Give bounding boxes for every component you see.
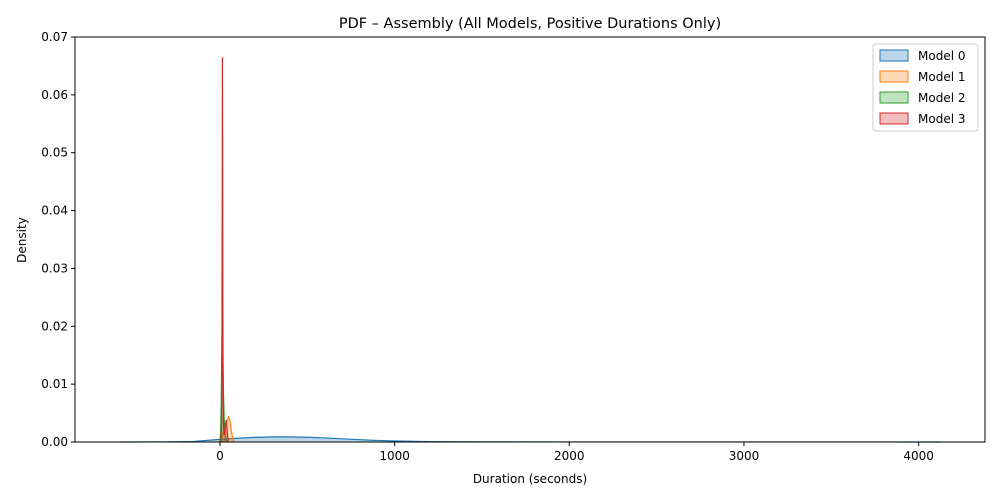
y-tick-label: 0.02 xyxy=(41,319,68,333)
chart-title: PDF – Assembly (All Models, Positive Dur… xyxy=(339,16,721,32)
legend-swatch-model-2 xyxy=(879,91,909,104)
series-line-model-3 xyxy=(220,57,229,443)
x-axis-label: Duration (seconds) xyxy=(473,472,587,486)
x-axis-ticks: 0 1000 2000 3000 4000 xyxy=(216,442,934,463)
x-tick-label: 0 xyxy=(216,449,224,463)
legend-label-model-0: Model 0 xyxy=(918,49,965,63)
y-tick-label: 0.07 xyxy=(41,30,68,44)
x-tick-label: 4000 xyxy=(903,449,934,463)
y-axis-ticks: 0.00 0.01 0.02 0.03 0.04 0.05 0.06 0.07 xyxy=(41,30,75,449)
legend: Model 0 Model 1 Model 2 Model 3 xyxy=(872,43,979,132)
legend-label-model-1: Model 1 xyxy=(918,70,965,84)
legend-label-model-2: Model 2 xyxy=(918,91,965,105)
y-tick-label: 0.06 xyxy=(41,88,68,102)
y-tick-label: 0.04 xyxy=(41,204,68,218)
legend-box xyxy=(872,43,979,132)
legend-swatch-model-1 xyxy=(879,70,909,83)
x-tick-label: 1000 xyxy=(379,449,410,463)
series-line-model-1 xyxy=(219,415,236,443)
plot-frame xyxy=(74,36,986,443)
x-tick-label: 3000 xyxy=(729,449,760,463)
legend-swatch-model-0 xyxy=(879,49,909,62)
legend-swatch-model-3 xyxy=(879,112,909,125)
y-tick-label: 0.03 xyxy=(41,261,68,275)
y-tick-label: 0.00 xyxy=(41,435,68,449)
series-layer xyxy=(120,57,942,443)
x-tick-label: 2000 xyxy=(554,449,585,463)
y-tick-label: 0.01 xyxy=(41,377,68,391)
y-axis-label: Density xyxy=(15,217,29,263)
legend-label-model-3: Model 3 xyxy=(918,112,965,126)
y-tick-label: 0.05 xyxy=(41,146,68,160)
legend-items: Model 0 Model 1 Model 2 Model 3 xyxy=(879,49,965,126)
